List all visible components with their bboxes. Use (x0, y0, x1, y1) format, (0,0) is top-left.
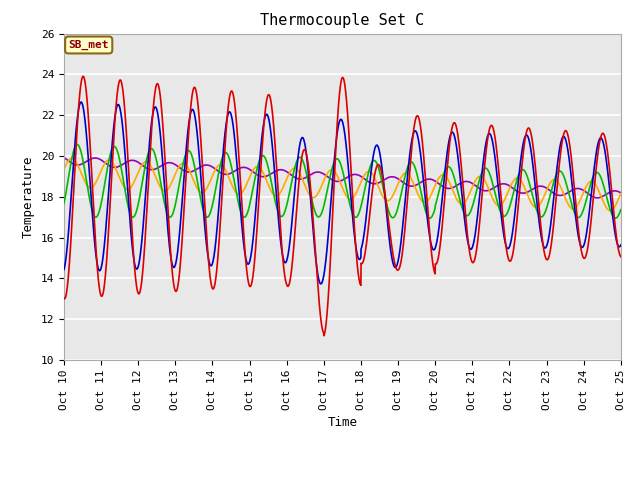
Text: SB_met: SB_met (68, 40, 109, 50)
Y-axis label: Temperature: Temperature (22, 156, 35, 238)
Title: Thermocouple Set C: Thermocouple Set C (260, 13, 424, 28)
X-axis label: Time: Time (328, 416, 357, 429)
